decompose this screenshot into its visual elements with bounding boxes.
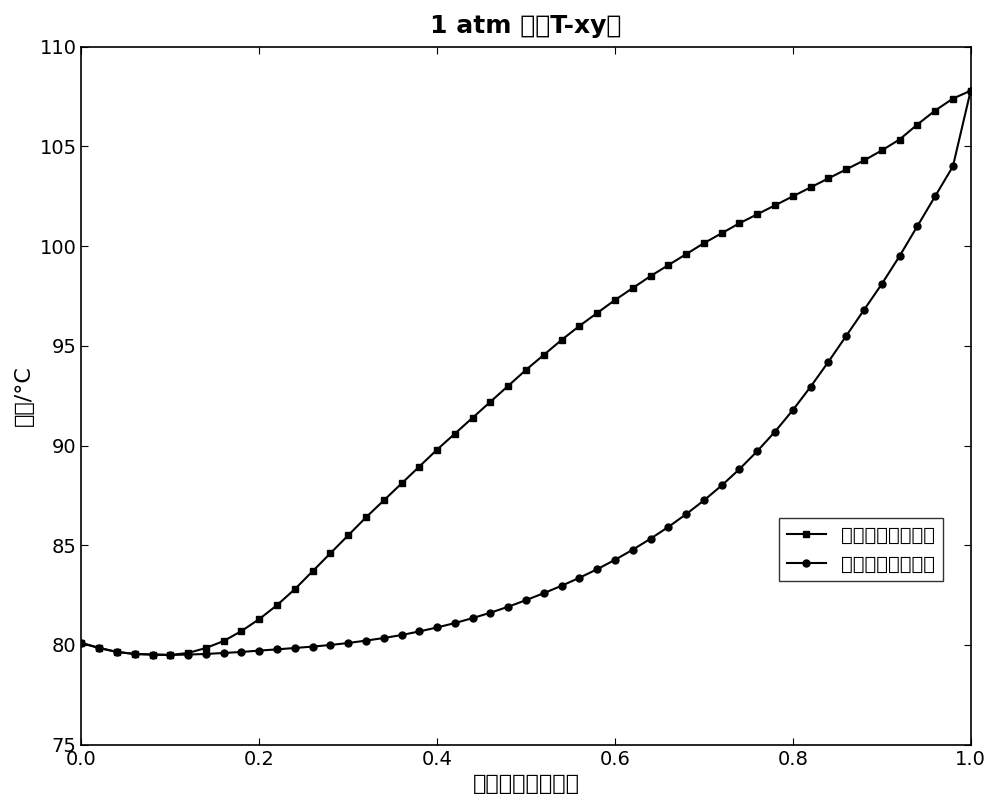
异丁醇的气相组成 (680, 250, 692, 259)
异丁醇的液相组成 (164, 650, 176, 660)
异丁醇的液相组成 (289, 643, 301, 653)
异丁醇的气相组成 (947, 94, 959, 103)
异丁醇的气相组成 (360, 512, 372, 522)
Line: 异丁醇的气相组成: 异丁醇的气相组成 (78, 87, 974, 659)
异丁醇的液相组成 (965, 86, 977, 95)
异丁醇的液相组成 (947, 162, 959, 171)
异丁醇的气相组成 (733, 218, 745, 228)
Y-axis label: 温度/°C: 温度/°C (14, 365, 34, 426)
异丁醇的液相组成 (733, 465, 745, 474)
Title: 1 atm 下的T-xy图: 1 atm 下的T-xy图 (430, 14, 622, 38)
异丁醇的液相组成 (75, 638, 87, 648)
异丁醇的气相组成 (965, 86, 977, 95)
异丁醇的气相组成 (75, 638, 87, 648)
Legend: 异丁醇的气相组成, 异丁醇的液相组成: 异丁醇的气相组成, 异丁醇的液相组成 (779, 518, 943, 582)
异丁醇的气相组成 (164, 650, 176, 660)
异丁醇的液相组成 (378, 633, 390, 643)
异丁醇的液相组成 (680, 509, 692, 519)
Line: 异丁醇的液相组成: 异丁醇的液相组成 (78, 87, 974, 659)
异丁醇的气相组成 (378, 495, 390, 505)
X-axis label: 异丁醇的摩尔分数: 异丁醇的摩尔分数 (473, 774, 580, 794)
异丁醇的气相组成 (289, 584, 301, 594)
异丁醇的液相组成 (360, 636, 372, 646)
